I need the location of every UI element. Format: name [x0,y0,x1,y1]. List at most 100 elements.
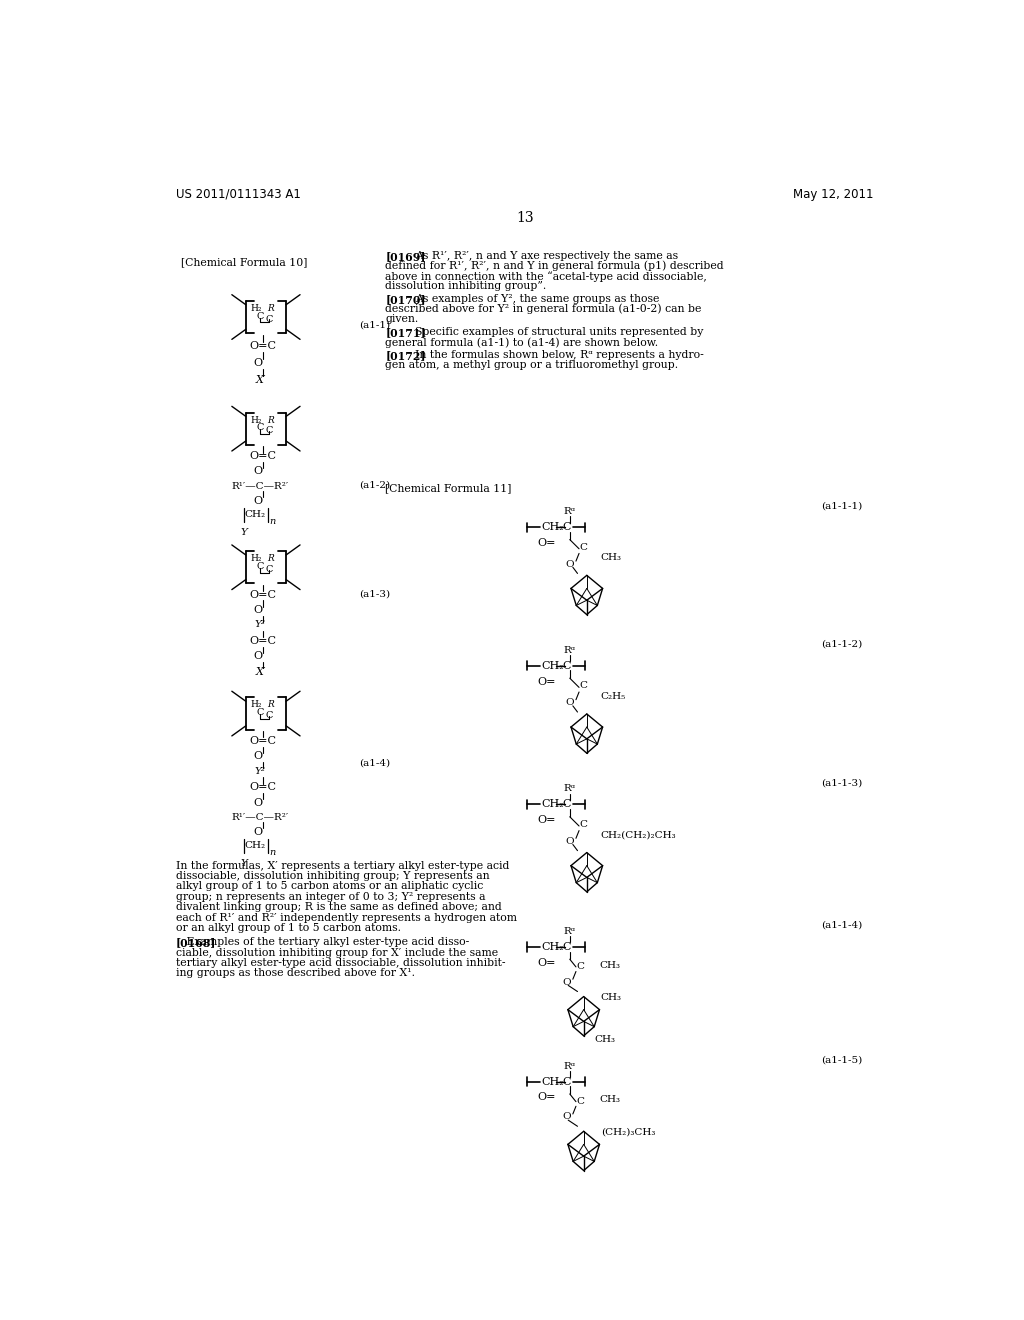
Text: [0169]: [0169] [385,251,426,261]
Text: H₂: H₂ [251,304,262,313]
Text: C: C [265,711,272,721]
Text: defined for R¹′, R²′, n and Y in general formula (p1) described: defined for R¹′, R²′, n and Y in general… [385,261,724,272]
Text: CH₃: CH₃ [601,993,622,1002]
Text: described above for Y² in general formula (a1-0-2) can be: described above for Y² in general formul… [385,304,701,314]
Text: O=C: O=C [249,451,275,461]
Text: Y²: Y² [254,620,265,630]
Text: Examples of the tertiary alkyl ester-type acid disso-: Examples of the tertiary alkyl ester-typ… [176,937,469,948]
Text: CH₂: CH₂ [541,523,563,532]
Text: Rᵅ: Rᵅ [564,927,575,936]
Text: O=C: O=C [249,341,275,351]
Text: O: O [562,978,571,986]
Text: C: C [256,708,263,717]
Text: group; n represents an integer of 0 to 3; Y² represents a: group; n represents an integer of 0 to 3… [176,892,485,902]
Text: US 2011/0111343 A1: US 2011/0111343 A1 [176,187,301,201]
Text: CH₃: CH₃ [599,1096,621,1105]
Text: (a1-1-5): (a1-1-5) [821,1056,863,1064]
Text: [0168]: [0168] [176,937,216,948]
Text: general formula (a1-1) to (a1-4) are shown below.: general formula (a1-1) to (a1-4) are sho… [385,337,658,347]
Text: CH₃: CH₃ [599,961,621,970]
Text: O: O [254,605,263,615]
Text: In the formulas, X′ represents a tertiary alkyl ester-type acid: In the formulas, X′ represents a tertiar… [176,861,509,871]
Text: O=C: O=C [249,737,275,746]
Text: O: O [254,496,263,506]
Text: As R¹′, R²′, n and Y axe respectively the same as: As R¹′, R²′, n and Y axe respectively th… [415,251,678,261]
Text: O=C: O=C [249,636,275,645]
Text: CH₂: CH₂ [245,841,265,850]
Text: or an alkyl group of 1 to 5 carbon atoms.: or an alkyl group of 1 to 5 carbon atoms… [176,923,401,933]
Text: n: n [269,849,275,857]
Text: [0172]: [0172] [385,350,426,362]
Text: CH₃: CH₃ [601,553,622,562]
Text: R¹′—C—R²′: R¹′—C—R²′ [231,482,289,491]
Text: each of R¹′ and R²′ independently represents a hydrogen atom: each of R¹′ and R²′ independently repres… [176,912,517,923]
Text: R¹′—C—R²′: R¹′—C—R²′ [231,813,289,822]
Text: CH₂: CH₂ [541,1077,563,1086]
Text: O=: O= [538,816,556,825]
Text: O=C: O=C [249,781,275,792]
Text: C: C [562,800,571,809]
Text: H₂: H₂ [251,701,262,709]
Text: (a1-1): (a1-1) [359,321,390,329]
Text: O=C: O=C [249,590,275,599]
Text: ing groups as those described above for X¹.: ing groups as those described above for … [176,969,415,978]
Text: O=: O= [538,677,556,686]
Text: [Chemical Formula 11]: [Chemical Formula 11] [385,483,512,494]
Text: (a1-1-4): (a1-1-4) [821,921,863,929]
Text: 13: 13 [516,211,534,224]
Text: O: O [254,751,263,762]
Text: X′: X′ [256,667,266,677]
Text: CH₂: CH₂ [245,510,265,519]
Text: given.: given. [385,314,419,323]
Text: O: O [254,797,263,808]
Text: CH₂: CH₂ [541,942,563,952]
Text: Specific examples of structural units represented by: Specific examples of structural units re… [415,327,703,337]
Text: alkyl group of 1 to 5 carbon atoms or an aliphatic cyclic: alkyl group of 1 to 5 carbon atoms or an… [176,882,483,891]
Text: C: C [256,424,263,432]
Text: R: R [267,304,274,313]
Text: O: O [562,1113,571,1122]
Text: (a1-1-3): (a1-1-3) [821,779,863,787]
Text: H₂: H₂ [251,416,262,425]
Text: C: C [265,314,272,323]
Text: CH₂(CH₂)₂CH₃: CH₂(CH₂)₂CH₃ [601,830,677,840]
Text: CH₂: CH₂ [541,800,563,809]
Text: C: C [562,942,571,952]
Text: O: O [565,560,574,569]
Text: C: C [265,426,272,436]
Text: May 12, 2011: May 12, 2011 [793,187,873,201]
Text: [0170]: [0170] [385,294,426,305]
Text: tertiary alkyl ester-type acid dissociable, dissolution inhibit-: tertiary alkyl ester-type acid dissociab… [176,958,506,968]
Text: (CH₂)₃CH₃: (CH₂)₃CH₃ [601,1127,655,1137]
Text: (a1-3): (a1-3) [359,590,390,598]
Text: (a1-1-2): (a1-1-2) [821,640,863,648]
Text: CH₂: CH₂ [541,661,563,671]
Text: Y: Y [241,528,248,537]
Text: O: O [254,651,263,661]
Text: C: C [575,962,584,972]
Text: R: R [267,416,274,425]
Text: In the formulas shown below, Rᵅ represents a hydro-: In the formulas shown below, Rᵅ represen… [415,350,703,360]
Text: C: C [579,543,587,552]
Text: divalent linking group; R is the same as defined above; and: divalent linking group; R is the same as… [176,903,502,912]
Text: C: C [256,562,263,570]
Text: above in connection with the “acetal-type acid dissociable,: above in connection with the “acetal-typ… [385,271,708,281]
Text: dissolution inhibiting group”.: dissolution inhibiting group”. [385,281,547,290]
Text: gen atom, a methyl group or a trifluoromethyl group.: gen atom, a methyl group or a trifluorom… [385,360,679,370]
Text: dissociable, dissolution inhibiting group; Y represents an: dissociable, dissolution inhibiting grou… [176,871,489,880]
Text: C: C [562,661,571,671]
Text: O: O [254,466,263,477]
Text: (a1-2): (a1-2) [359,480,390,490]
Text: O: O [254,826,263,837]
Text: R: R [267,701,274,709]
Text: As examples of Y², the same groups as those: As examples of Y², the same groups as th… [415,294,659,304]
Text: H₂: H₂ [251,554,262,564]
Text: Y: Y [241,859,248,869]
Text: C: C [256,312,263,321]
Text: ciable, dissolution inhibiting group for X′ include the same: ciable, dissolution inhibiting group for… [176,948,498,957]
Text: C: C [579,820,587,829]
Text: O: O [254,358,263,368]
Text: Rᵅ: Rᵅ [564,645,575,655]
Text: [0171]: [0171] [385,327,426,338]
Text: C: C [562,1077,571,1086]
